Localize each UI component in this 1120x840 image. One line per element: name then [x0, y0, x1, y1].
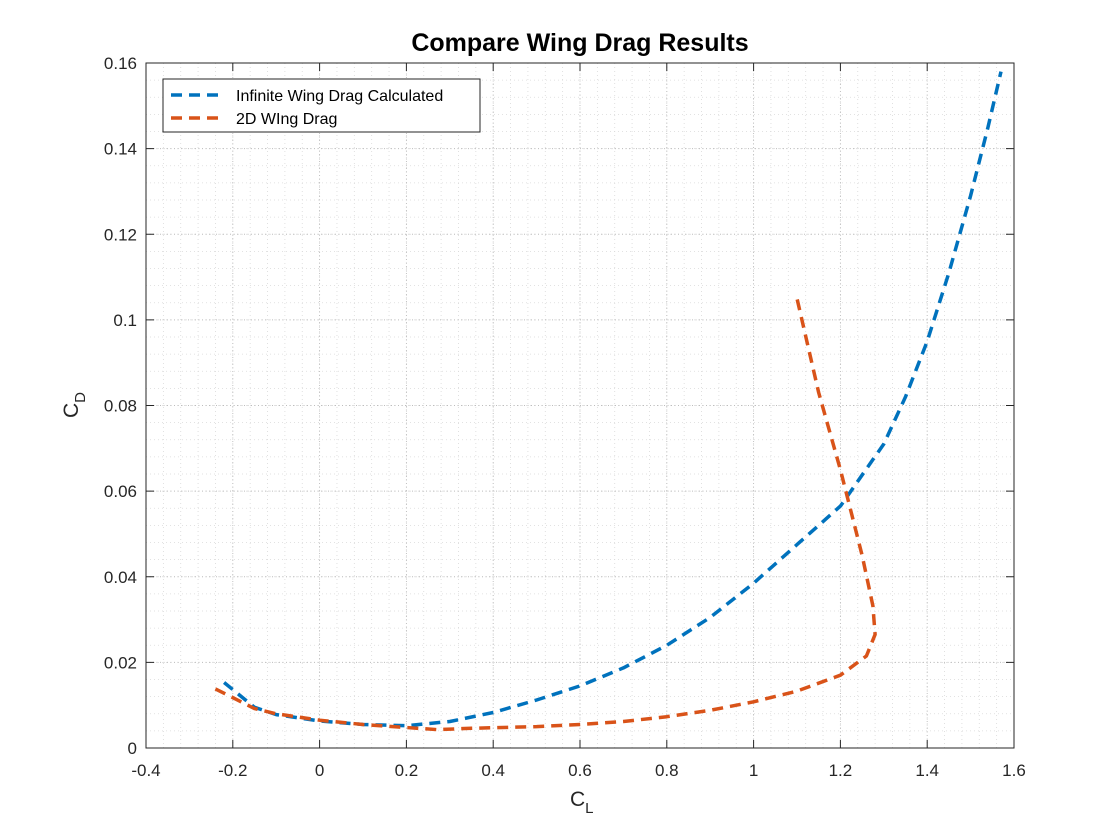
x-tick-label: -0.4: [131, 761, 160, 780]
y-tick-label: 0.04: [104, 568, 137, 587]
legend-label-2d-wing: 2D WIng Drag: [236, 111, 337, 128]
x-tick-label: -0.2: [218, 761, 247, 780]
y-tick-labels: 0 0.02 0.04 0.06 0.08 0.1 0.12 0.14 0.16: [104, 54, 137, 758]
x-tick-label: 1.6: [1002, 761, 1026, 780]
y-tick-label: 0.12: [104, 225, 137, 244]
series-line-2d-wing: [214, 298, 877, 732]
y-axis-label: CD: [60, 392, 89, 418]
x-tick-label: 0.2: [395, 761, 419, 780]
y-tick-label: 0.16: [104, 54, 137, 73]
x-tick-labels: -0.4 -0.2 0 0.2 0.4 0.6 0.8 1 1.2 1.4 1.6: [131, 761, 1025, 780]
y-tick-label: 0.06: [104, 482, 137, 501]
y-axis-label-main: C: [60, 403, 83, 418]
x-axis-label-main: C: [570, 788, 585, 811]
x-tick-label: 1.2: [829, 761, 853, 780]
axes-box: [145, 62, 1015, 749]
y-axis-label-subscript: D: [72, 392, 89, 403]
x-tick-label: 1.4: [915, 761, 939, 780]
y-tick-label: 0.08: [104, 397, 137, 416]
x-tick-label: 0.4: [481, 761, 505, 780]
x-axis-label-subscript: L: [585, 800, 593, 817]
x-tick-label: 1: [749, 761, 758, 780]
y-tick-label: 0.02: [104, 653, 137, 672]
x-tick-label: 0.6: [568, 761, 592, 780]
legend-box: [162, 78, 481, 133]
series-line-infinite-wing: [222, 71, 1003, 728]
y-tick-label: 0: [128, 739, 137, 758]
y-tick-label: 0.1: [113, 311, 137, 330]
x-tick-label: 0.8: [655, 761, 679, 780]
chart-title: Compare Wing Drag Results: [411, 29, 748, 57]
x-tick-label: 0: [315, 761, 324, 780]
series-lines: [214, 71, 1003, 732]
y-tick-label: 0.14: [104, 140, 137, 159]
legend-label-infinite-wing: Infinite Wing Drag Calculated: [236, 88, 443, 105]
x-axis-label: CL: [570, 788, 594, 817]
y-axis-label-group: CD: [60, 392, 89, 418]
grid: [145, 62, 1015, 749]
legend: Infinite Wing Drag Calculated 2D WIng Dr…: [162, 78, 481, 133]
